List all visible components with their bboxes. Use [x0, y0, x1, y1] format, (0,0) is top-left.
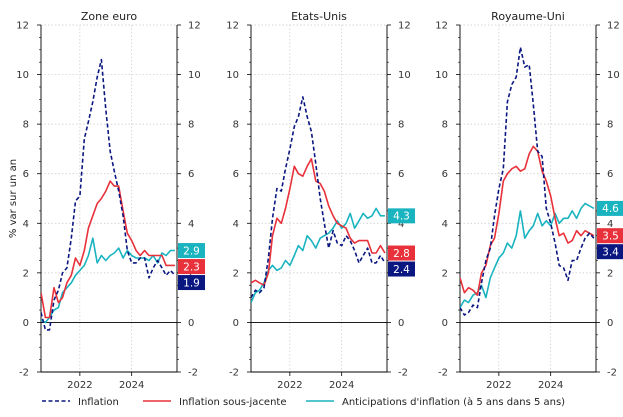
y-tick-label: 10: [435, 70, 448, 81]
y-tick-label-right: 12: [188, 21, 201, 32]
y-tick-label-right: 0: [188, 318, 194, 329]
y-tick-label-right: 4: [188, 219, 194, 230]
end-label-box-inflation: [597, 244, 623, 260]
series-line-expectations: [41, 237, 175, 324]
chart-panel-1: Etats-Unis-2-200224466881010121220222024…: [226, 10, 415, 391]
panel-title: Etats-Unis: [291, 10, 347, 23]
y-tick-label-right: -2: [188, 368, 198, 379]
y-tick-label: 8: [233, 120, 239, 131]
y-tick-label: -2: [229, 368, 239, 379]
y-tick-label-right: 2: [607, 268, 613, 279]
y-tick-label-right: 0: [398, 318, 404, 329]
x-tick-label: 2022: [67, 380, 92, 391]
series-line-inflation: [251, 96, 386, 299]
legend-label-underlying: Inflation sous-jacente: [179, 397, 287, 408]
end-label-box-inflation: [388, 261, 415, 277]
y-tick-label-right: 10: [188, 70, 201, 81]
end-label-expectations: 4.3: [393, 211, 410, 223]
y-tick-label: 12: [435, 21, 448, 32]
y-tick-label-right: -2: [607, 368, 617, 379]
chart-panel-2: Royaume-Uni -2 -2 0 0 2 2 4 4 6 6 8 8 10 10 12 12 2022 202…: [435, 10, 623, 391]
y-tick-label: 4: [442, 219, 448, 230]
end-label-underlying: 2.3: [183, 261, 200, 273]
y-tick-label-right: 8: [398, 120, 404, 131]
y-tick-label: 10: [226, 70, 239, 81]
y-tick-label: 6: [442, 169, 448, 180]
y-tick-label: -2: [438, 368, 448, 379]
legend: Inflation Inflation sous-jacente Anticipat…: [42, 396, 565, 408]
panel-title: Zone euro: [81, 10, 138, 23]
y-tick-label-right: 8: [607, 120, 613, 131]
end-label-underlying: 2.8: [393, 248, 410, 260]
end-label-box-underlying: [178, 259, 205, 275]
legend-label-inflation: Inflation: [78, 397, 119, 408]
y-tick-label-right: 6: [398, 169, 404, 180]
y-tick-label: 8: [442, 120, 448, 131]
y-tick-label: 2: [442, 268, 448, 279]
end-label-inflation: 2.4: [393, 264, 410, 276]
y-tick-label: 6: [23, 169, 29, 180]
y-tick-label: 8: [23, 120, 29, 131]
end-label-inflation: 1.9: [183, 277, 200, 289]
series-line-underlying: [41, 180, 175, 319]
y-tick-label-right: 12: [398, 21, 411, 32]
end-label-box-expectations: [597, 200, 623, 216]
end-label-box-inflation: [178, 275, 205, 291]
y-tick-label-right: 4: [398, 219, 404, 230]
series-line-expectations: [460, 202, 595, 309]
y-tick-label-right: 8: [188, 120, 194, 131]
y-tick-label: 4: [23, 219, 29, 230]
y-tick-label: -2: [19, 368, 29, 379]
y-tick-label-right: -2: [398, 368, 408, 379]
panel-title: Royaume-Uni: [491, 10, 565, 23]
end-label-inflation: 3.4: [602, 246, 619, 258]
end-label-underlying: 3.5: [602, 230, 619, 242]
y-tick-label-right: 10: [398, 70, 411, 81]
y-tick-label-right: 12: [607, 21, 620, 32]
y-tick-label-right: 6: [188, 169, 194, 180]
series-line-underlying: [460, 145, 595, 297]
y-tick-label: 12: [16, 21, 29, 32]
y-tick-label: 6: [233, 169, 239, 180]
end-label-box-underlying: [388, 245, 415, 261]
series-line-inflation: [460, 46, 595, 316]
y-tick-label-right: 6: [607, 169, 613, 180]
chart-panel-0: Zone euro-2-2002244668810101212202220242…: [8, 10, 205, 391]
end-label-box-underlying: [597, 228, 623, 244]
x-tick-label: 2024: [119, 380, 144, 391]
end-label-box-expectations: [178, 243, 205, 259]
x-tick-label: 2024: [329, 380, 354, 391]
x-tick-label: 2022: [277, 380, 302, 391]
y-tick-label-right: 4: [607, 219, 613, 230]
end-label-expectations: 4.6: [602, 203, 619, 215]
end-label-expectations: 2.9: [183, 245, 200, 257]
legend-label-expectations: Anticipations d'inflation (à 5 ans dans …: [342, 396, 565, 408]
y-tick-label: 12: [226, 21, 239, 32]
end-label-box-expectations: [388, 208, 415, 224]
series-line-inflation: [41, 58, 176, 331]
series-line-expectations: [251, 207, 385, 303]
y-tick-label: 0: [23, 318, 29, 329]
y-tick-label-right: 0: [607, 318, 613, 329]
x-tick-label: 2022: [486, 380, 511, 391]
y-axis-label: % var sur un an: [8, 159, 19, 238]
y-tick-label: 0: [442, 318, 448, 329]
y-tick-label: 0: [233, 318, 239, 329]
y-tick-label: 10: [16, 70, 29, 81]
y-tick-label: 2: [23, 268, 29, 279]
y-tick-label: 4: [233, 219, 239, 230]
y-tick-label-right: 10: [607, 70, 620, 81]
y-tick-label: 2: [233, 268, 239, 279]
x-tick-label: 2024: [538, 380, 563, 391]
